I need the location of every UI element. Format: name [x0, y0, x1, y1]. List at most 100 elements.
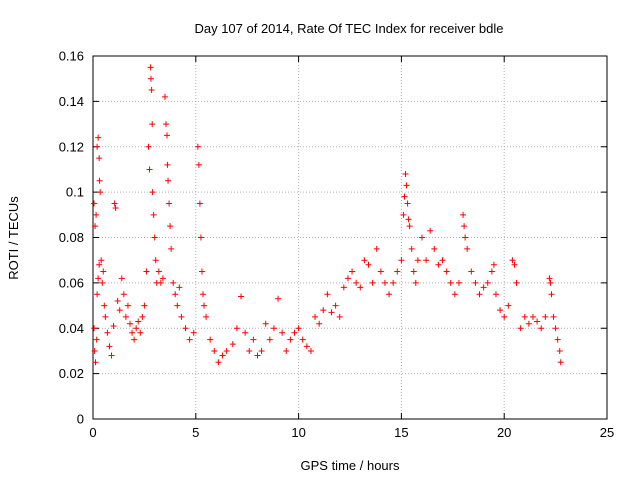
data-point — [324, 291, 331, 298]
data-point — [451, 291, 458, 298]
data-point — [150, 211, 157, 218]
data-point — [283, 347, 290, 354]
data-point — [94, 143, 101, 150]
data-point — [381, 279, 388, 286]
data-point — [122, 313, 129, 320]
data-point — [143, 268, 150, 275]
data-point — [166, 200, 173, 207]
y-tick-label: 0.04 — [59, 321, 84, 336]
data-point — [96, 155, 103, 162]
data-point — [254, 352, 261, 359]
data-point — [95, 134, 102, 141]
data-point — [517, 325, 524, 332]
data-point — [447, 279, 454, 286]
data-point — [100, 268, 107, 275]
data-point — [238, 293, 245, 300]
data-point — [91, 347, 98, 354]
y-axis-label: ROTI / TECUs — [6, 196, 21, 280]
data-point — [93, 336, 100, 343]
data-point — [199, 291, 206, 298]
data-point — [111, 200, 118, 207]
x-tick-label: 25 — [600, 425, 614, 440]
data-point — [258, 347, 265, 354]
data-point — [377, 268, 384, 275]
data-point — [552, 325, 559, 332]
data-point — [556, 347, 563, 354]
data-point — [443, 268, 450, 275]
data-point — [223, 347, 230, 354]
data-point — [229, 341, 236, 348]
data-point — [161, 93, 168, 100]
data-point — [250, 336, 257, 343]
data-point — [408, 245, 415, 252]
data-point — [509, 257, 516, 264]
data-point — [488, 268, 495, 275]
data-point — [157, 279, 164, 286]
data-point — [215, 359, 222, 366]
data-point — [198, 268, 205, 275]
data-point — [196, 200, 203, 207]
data-point — [340, 284, 347, 291]
data-point — [386, 291, 393, 298]
data-point — [344, 275, 351, 282]
x-tick-label: 5 — [192, 425, 199, 440]
data-point — [176, 284, 183, 291]
data-point — [431, 245, 438, 252]
data-point — [203, 313, 210, 320]
data-point — [127, 320, 134, 327]
data-point — [423, 257, 430, 264]
data-point — [92, 223, 99, 230]
y-tick-label: 0.1 — [66, 185, 84, 200]
data-point — [295, 325, 302, 332]
data-point — [137, 329, 144, 336]
data-point — [287, 336, 294, 343]
data-point — [546, 275, 553, 282]
data-point — [95, 275, 102, 282]
chart-title: Day 107 of 2014, Rate Of TEC Index for r… — [194, 21, 503, 36]
data-point — [492, 291, 499, 298]
data-point — [201, 302, 208, 309]
data-point — [390, 279, 397, 286]
data-point — [164, 132, 171, 139]
y-tick-label: 0.08 — [59, 230, 84, 245]
data-point — [94, 291, 101, 298]
data-point — [369, 279, 376, 286]
y-tick-label: 0 — [77, 412, 84, 427]
data-point — [182, 325, 189, 332]
y-tick-label: 0.14 — [59, 94, 84, 109]
data-point — [266, 336, 273, 343]
data-point — [98, 257, 105, 264]
data-point — [349, 268, 356, 275]
data-point — [275, 295, 282, 302]
data-point — [147, 64, 154, 71]
plot-frame — [92, 55, 608, 420]
data-point — [484, 279, 491, 286]
data-point — [186, 336, 193, 343]
data-point — [165, 177, 172, 184]
data-point — [501, 313, 508, 320]
data-point — [91, 325, 98, 332]
data-point — [174, 302, 181, 309]
data-point — [476, 291, 483, 298]
data-point — [112, 205, 119, 212]
data-point — [195, 161, 202, 168]
data-point — [365, 261, 372, 268]
data-point — [178, 313, 185, 320]
data-point — [141, 302, 148, 309]
grid-lines — [93, 56, 607, 419]
data-point — [529, 313, 536, 320]
data-point — [152, 257, 159, 264]
data-point — [145, 143, 152, 150]
data-point — [172, 291, 179, 298]
data-point — [96, 261, 103, 268]
y-tick-label: 0.12 — [59, 139, 84, 154]
data-point — [194, 143, 201, 150]
data-point — [460, 211, 467, 218]
data-point — [353, 279, 360, 286]
data-point — [404, 200, 411, 207]
data-point — [505, 302, 512, 309]
y-tick-label: 0.06 — [59, 275, 84, 290]
data-point — [538, 325, 545, 332]
data-point — [207, 336, 214, 343]
